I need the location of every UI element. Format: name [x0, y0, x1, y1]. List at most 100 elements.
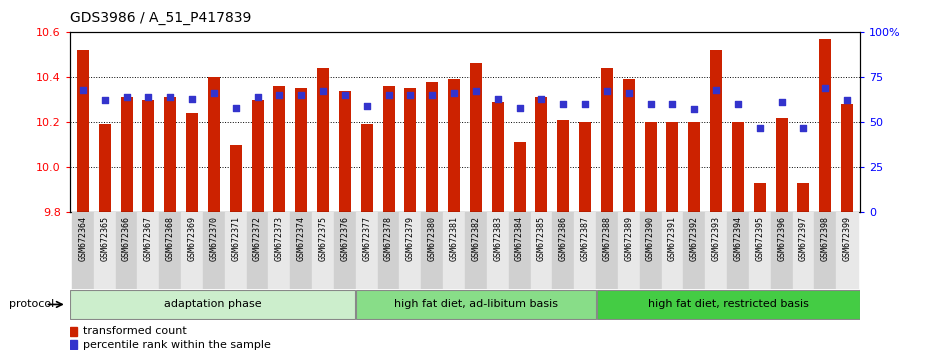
- Text: GSM672372: GSM672372: [253, 216, 262, 261]
- Bar: [208, 77, 219, 212]
- Text: GSM672367: GSM672367: [144, 216, 153, 261]
- Point: [752, 125, 767, 130]
- Bar: [470, 63, 482, 212]
- Text: GSM672370: GSM672370: [209, 216, 219, 261]
- Point: [578, 101, 592, 107]
- Text: GSM672394: GSM672394: [734, 216, 742, 261]
- Text: GSM672388: GSM672388: [603, 216, 611, 261]
- Bar: [596, 212, 618, 289]
- Bar: [557, 120, 569, 212]
- Point: [446, 90, 461, 96]
- Text: adaptation phase: adaptation phase: [164, 299, 261, 309]
- Text: GDS3986 / A_51_P417839: GDS3986 / A_51_P417839: [70, 11, 251, 25]
- Bar: [618, 212, 640, 289]
- Bar: [601, 68, 613, 212]
- Text: GSM672384: GSM672384: [515, 216, 525, 261]
- Bar: [400, 212, 421, 289]
- Text: protocol: protocol: [9, 299, 55, 309]
- Text: percentile rank within the sample: percentile rank within the sample: [83, 339, 271, 350]
- Bar: [536, 97, 548, 212]
- Point: [709, 87, 724, 92]
- Bar: [72, 212, 94, 289]
- Text: GSM672390: GSM672390: [646, 216, 655, 261]
- Point: [381, 92, 396, 98]
- Point: [98, 98, 113, 103]
- Bar: [251, 99, 263, 212]
- Text: GSM672374: GSM672374: [297, 216, 306, 261]
- Bar: [754, 183, 765, 212]
- Bar: [269, 212, 290, 289]
- Bar: [70, 326, 77, 336]
- Point: [796, 125, 811, 130]
- Point: [731, 101, 746, 107]
- Point: [840, 98, 855, 103]
- Bar: [290, 212, 312, 289]
- Text: GSM672396: GSM672396: [777, 216, 786, 261]
- Text: GSM672389: GSM672389: [624, 216, 633, 261]
- Text: GSM672377: GSM672377: [362, 216, 371, 261]
- Text: GSM672378: GSM672378: [384, 216, 393, 261]
- Text: GSM672398: GSM672398: [821, 216, 830, 261]
- Bar: [771, 212, 792, 289]
- Bar: [295, 88, 307, 212]
- Point: [621, 90, 636, 96]
- Bar: [426, 81, 438, 212]
- Bar: [334, 212, 356, 289]
- Bar: [448, 79, 460, 212]
- Text: GSM672391: GSM672391: [668, 216, 677, 261]
- Text: GSM672382: GSM672382: [472, 216, 481, 261]
- Text: GSM672375: GSM672375: [319, 216, 327, 261]
- Bar: [749, 212, 771, 289]
- Bar: [705, 212, 727, 289]
- Bar: [121, 97, 133, 212]
- Bar: [732, 122, 744, 212]
- Bar: [356, 212, 378, 289]
- Bar: [513, 142, 525, 212]
- Text: GSM672381: GSM672381: [449, 216, 458, 261]
- Bar: [230, 145, 242, 212]
- Bar: [667, 122, 679, 212]
- Bar: [688, 122, 700, 212]
- Point: [425, 92, 440, 98]
- Point: [512, 105, 527, 110]
- Text: GSM672369: GSM672369: [188, 216, 196, 261]
- Bar: [836, 212, 858, 289]
- Text: GSM672368: GSM672368: [166, 216, 175, 261]
- Bar: [776, 118, 788, 212]
- Text: GSM672385: GSM672385: [537, 216, 546, 261]
- Bar: [115, 212, 138, 289]
- Bar: [421, 212, 444, 289]
- Text: transformed count: transformed count: [83, 326, 187, 336]
- Point: [272, 92, 286, 98]
- Bar: [552, 212, 574, 289]
- Bar: [77, 50, 89, 212]
- Point: [119, 94, 134, 100]
- Point: [315, 88, 330, 94]
- Bar: [530, 212, 552, 289]
- Text: GSM672373: GSM672373: [275, 216, 284, 261]
- Bar: [70, 340, 77, 349]
- Bar: [444, 212, 465, 289]
- Text: GSM672365: GSM672365: [100, 216, 109, 261]
- Bar: [711, 50, 722, 212]
- Text: GSM672386: GSM672386: [559, 216, 568, 261]
- Point: [403, 92, 418, 98]
- Point: [163, 94, 178, 100]
- Point: [294, 92, 309, 98]
- Bar: [355, 290, 596, 319]
- Bar: [574, 212, 596, 289]
- Text: GSM672366: GSM672366: [122, 216, 131, 261]
- Text: GSM672392: GSM672392: [690, 216, 698, 261]
- Point: [338, 92, 352, 98]
- Bar: [361, 124, 373, 212]
- Bar: [317, 68, 329, 212]
- Bar: [797, 183, 809, 212]
- Bar: [492, 102, 504, 212]
- Bar: [509, 212, 530, 289]
- Point: [250, 94, 265, 100]
- Point: [75, 87, 90, 92]
- Point: [490, 96, 505, 102]
- Text: GSM672383: GSM672383: [493, 216, 502, 261]
- Text: GSM672379: GSM672379: [405, 216, 415, 261]
- Text: GSM672395: GSM672395: [755, 216, 764, 261]
